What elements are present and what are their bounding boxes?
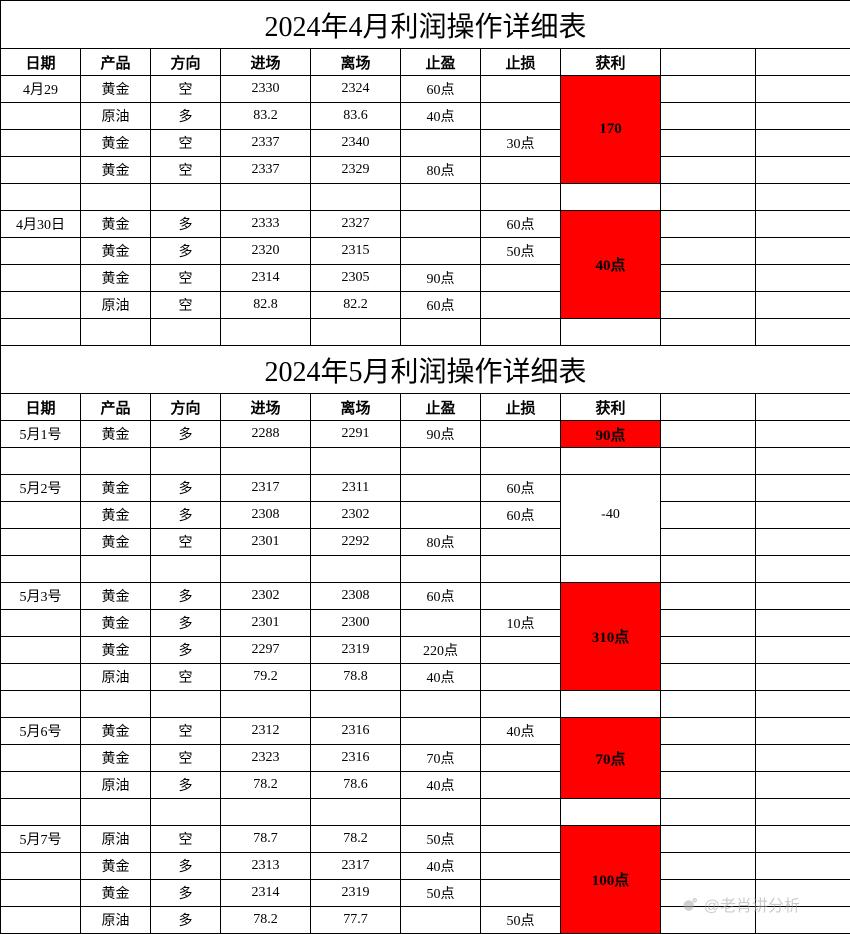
table-row: 5月3号黄金多2302230860点310点 [1, 583, 850, 610]
profit-cell: 310点 [561, 583, 661, 691]
column-header: 产品 [81, 49, 151, 76]
table-row: 4月30日黄金多2333232760点40点 [1, 211, 850, 238]
profit-cell: 100点 [561, 826, 661, 934]
table-row: 原油空79.278.840点 [1, 664, 850, 691]
table-row: 原油多78.278.640点 [1, 772, 850, 799]
weibo-icon [682, 895, 700, 913]
column-header [756, 49, 850, 76]
table-row: 黄金多2313231740点 [1, 853, 850, 880]
profit-cell: -40 [561, 475, 661, 556]
table-row: 黄金空2337234030点 [1, 130, 850, 157]
table-row: 5月7号原油空78.778.250点100点 [1, 826, 850, 853]
column-header: 进场 [221, 394, 311, 421]
column-header: 止盈 [401, 49, 481, 76]
column-header: 方向 [151, 49, 221, 76]
column-header: 日期 [1, 49, 81, 76]
table-row: 黄金空2301229280点 [1, 529, 850, 556]
column-header: 方向 [151, 394, 221, 421]
table-row: 黄金空2337232980点 [1, 157, 850, 184]
column-header [756, 394, 850, 421]
profit-cell: 170 [561, 76, 661, 184]
profit-table: 2024年4月利润操作详细表日期产品方向进场离场止盈止损获利4月29黄金空233… [0, 0, 850, 934]
column-header: 离场 [311, 394, 401, 421]
column-header: 止损 [481, 49, 561, 76]
table-row: 4月29黄金空2330232460点170 [1, 76, 850, 103]
column-header: 日期 [1, 394, 81, 421]
table-row: 黄金多2301230010点 [1, 610, 850, 637]
column-header: 产品 [81, 394, 151, 421]
profit-cell: 40点 [561, 211, 661, 319]
profit-cell: 70点 [561, 718, 661, 799]
section-title: 2024年4月利润操作详细表 [1, 1, 850, 49]
profit-cell: 90点 [561, 421, 661, 448]
table-row: 原油空82.882.260点 [1, 292, 850, 319]
watermark-text: @老肖讲分析 [704, 892, 800, 916]
table-row: 5月6号黄金空2312231640点70点 [1, 718, 850, 745]
table-row: 黄金多22972319220点 [1, 637, 850, 664]
column-header: 止损 [481, 394, 561, 421]
table-row: 黄金空2314230590点 [1, 265, 850, 292]
column-header: 止盈 [401, 394, 481, 421]
table-row: 黄金空2323231670点 [1, 745, 850, 772]
table-row: 原油多83.283.640点 [1, 103, 850, 130]
column-header [661, 49, 756, 76]
column-header: 获利 [561, 49, 661, 76]
column-header: 获利 [561, 394, 661, 421]
table-row: 5月2号黄金多2317231160点-40 [1, 475, 850, 502]
table-row: 5月1号黄金多2288229190点90点 [1, 421, 850, 448]
weibo-watermark: @老肖讲分析 [682, 892, 800, 916]
column-header: 离场 [311, 49, 401, 76]
table-row: 黄金多2320231550点 [1, 238, 850, 265]
section-title: 2024年5月利润操作详细表 [1, 346, 850, 394]
table-row: 黄金多2308230260点 [1, 502, 850, 529]
column-header [661, 394, 756, 421]
column-header: 进场 [221, 49, 311, 76]
